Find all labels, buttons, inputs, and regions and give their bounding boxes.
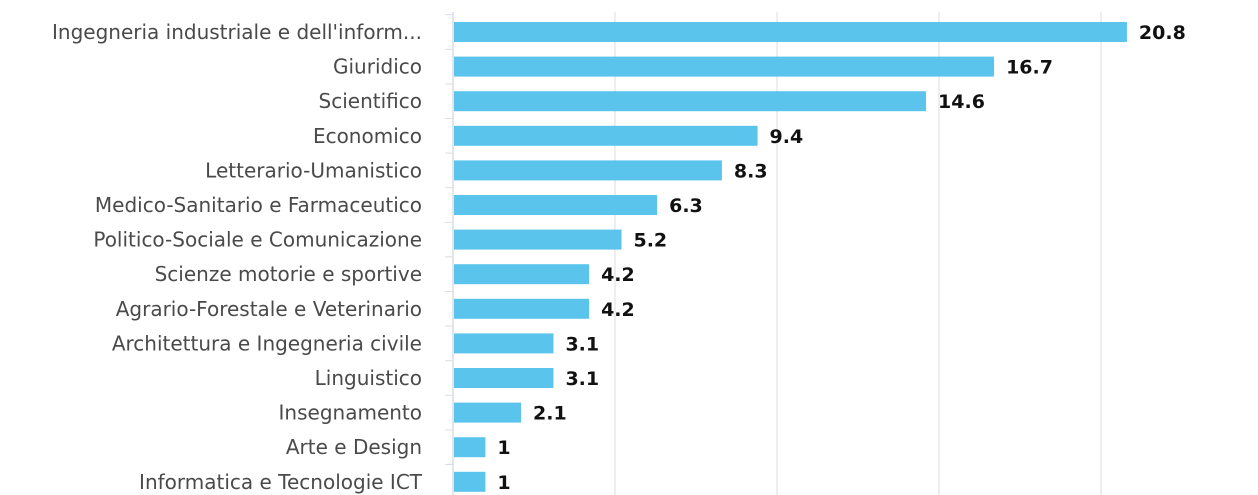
bar — [454, 402, 522, 423]
value-label: 6.3 — [669, 195, 703, 217]
bar — [454, 22, 1127, 42]
category-label: Scientifico — [319, 89, 422, 113]
bars-layer — [454, 22, 1127, 492]
value-label: 1 — [497, 472, 510, 494]
bar — [454, 437, 486, 458]
category-label: Ingegneria industriale e dell'inform... — [52, 20, 422, 44]
bar — [454, 368, 554, 388]
bar — [454, 333, 554, 354]
category-label: Economico — [313, 124, 422, 148]
bar — [454, 160, 722, 181]
category-label: Arte e Design — [286, 435, 422, 459]
category-label: Letterario-Umanistico — [205, 158, 422, 182]
value-label: 16.7 — [1006, 57, 1053, 79]
bar — [454, 229, 622, 250]
category-label: Informatica e Tecnologie ICT — [139, 470, 423, 494]
category-label: Linguistico — [315, 366, 422, 390]
bar — [454, 125, 758, 146]
value-label: 2.1 — [533, 403, 567, 425]
value-label: 3.1 — [565, 333, 599, 355]
category-label: Medico-Sanitario e Farmaceutico — [95, 193, 422, 217]
value-label: 20.8 — [1139, 22, 1186, 44]
value-label: 5.2 — [633, 230, 667, 252]
bar — [454, 298, 590, 319]
value-label: 1 — [497, 437, 510, 459]
category-label: Architettura e Ingegneria civile — [112, 331, 422, 355]
category-labels: Ingegneria industriale e dell'inform... G… — [52, 20, 423, 494]
category-label: Scienze motorie e sportive — [155, 262, 422, 286]
bar — [454, 91, 927, 112]
bar — [454, 471, 486, 492]
category-label: Politico-Sociale e Comunicazione — [93, 228, 422, 252]
value-label: 3.1 — [565, 368, 599, 390]
value-label: 4.2 — [601, 264, 635, 286]
value-label: 4.2 — [601, 299, 635, 321]
category-label: Giuridico — [333, 55, 422, 79]
value-label: 8.3 — [734, 160, 768, 182]
value-labels: 20.816.714.69.48.36.35.24.24.23.13.12.11… — [497, 22, 1185, 494]
bar — [454, 264, 590, 285]
category-label: Agrario-Forestale e Veterinario — [116, 297, 422, 321]
category-label: Insegnamento — [279, 401, 422, 425]
value-label: 14.6 — [938, 91, 985, 113]
value-label: 9.4 — [770, 126, 804, 148]
bar — [454, 56, 995, 77]
bar — [454, 195, 658, 215]
